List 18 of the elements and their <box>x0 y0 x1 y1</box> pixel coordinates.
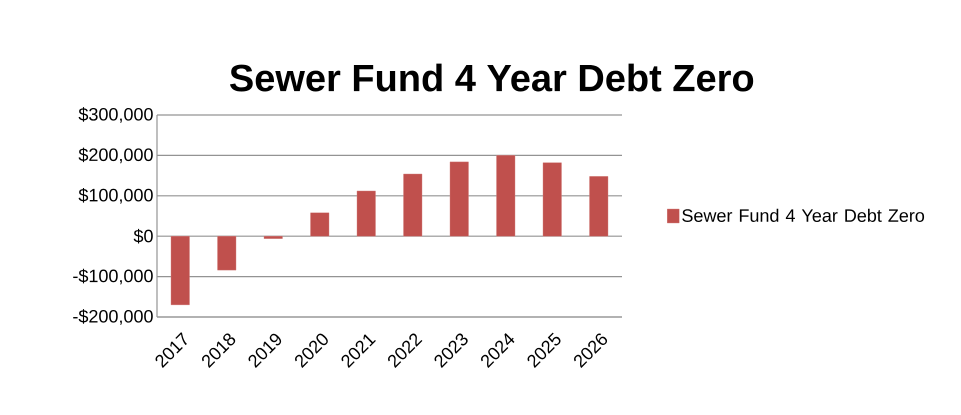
legend-label: Sewer Fund 4 Year Debt Zero <box>682 208 924 222</box>
bar <box>356 190 376 236</box>
y-tick-label: $0 <box>134 228 153 244</box>
bar <box>589 176 608 236</box>
bar <box>496 155 516 236</box>
y-tick-label: -$100,000 <box>73 268 153 284</box>
y-tick-label: $200,000 <box>78 148 153 164</box>
chart-title: Sewer Fund 4 Year Debt Zero <box>230 64 754 92</box>
bar <box>217 236 236 270</box>
bar <box>542 162 562 236</box>
y-tick-label: -$200,000 <box>73 309 153 325</box>
bar <box>310 212 330 236</box>
bar <box>403 174 422 236</box>
bar <box>170 236 190 306</box>
y-tick-label: $300,000 <box>78 107 153 123</box>
y-tick-label: $100,000 <box>78 188 153 204</box>
bar <box>450 162 469 236</box>
bar <box>264 236 283 239</box>
